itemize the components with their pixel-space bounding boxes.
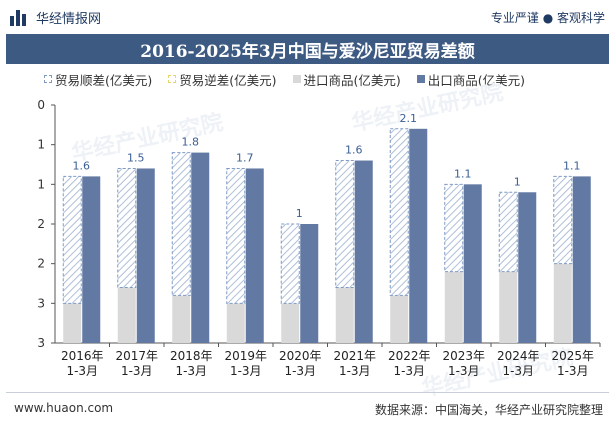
brand: 华经情报网 (10, 8, 101, 27)
export-bar (572, 176, 591, 343)
x-tick-label: 2023年 (442, 349, 485, 363)
surplus-data-label: 1 (296, 207, 303, 220)
x-tick-label: 1-3月 (175, 364, 207, 378)
surplus-data-label: 2.1 (400, 112, 418, 125)
surplus-bar (171, 152, 191, 296)
footer-divider (6, 392, 609, 393)
export-bar (245, 168, 264, 343)
export-bar (463, 184, 482, 343)
x-tick-label: 1-3月 (393, 364, 425, 378)
surplus-bar (553, 175, 573, 265)
import-bar (172, 295, 191, 343)
footer-source: 数据来源：中国海关，华经产业研究院整理 (374, 403, 603, 417)
y-tick-label: 2 (37, 257, 45, 271)
legend-item-import: 进口商品(亿美元) (292, 70, 401, 89)
x-tick-label: 1-3月 (448, 364, 480, 378)
top-bar: 华经情报网 专业严谨 ● 客观科学 (0, 0, 615, 34)
legend-item-export: 出口商品(亿美元) (416, 70, 526, 89)
legend-label-export: 出口商品(亿美元) (427, 72, 526, 88)
import-bar (390, 295, 409, 343)
x-tick-label: 2016年 (61, 349, 104, 363)
legend-item-surplus: 贸易顺差(亿美元) (44, 70, 152, 89)
import-bar (281, 303, 300, 343)
surplus-data-label: 1.5 (127, 151, 145, 164)
legend-swatch-surplus (44, 75, 52, 83)
surplus-data-label: 1 (514, 175, 521, 188)
surplus-bar (335, 160, 355, 288)
x-tick-label: 1-3月 (339, 364, 371, 378)
legend-swatch-import (292, 75, 301, 83)
surplus-bar (280, 223, 300, 304)
brand-name: 华经情报网 (36, 12, 102, 27)
export-bar (300, 224, 319, 343)
x-tick-label: 1-3月 (284, 364, 316, 378)
bar-chart: 01122331.62016年1-3月1.52017年1-3月1.82018年1… (37, 98, 601, 378)
legend-label-import: 进口商品(亿美元) (303, 72, 401, 88)
logo-icon (10, 9, 28, 26)
export-bar (191, 152, 210, 343)
surplus-data-label: 1.1 (454, 167, 472, 180)
export-bar (136, 168, 155, 343)
slogan: 专业严谨 ● 客观科学 (490, 11, 605, 25)
x-tick-label: 2020年 (279, 349, 322, 363)
legend-label-deficit: 贸易逆差(亿美元) (179, 72, 277, 88)
y-tick-label: 3 (37, 336, 45, 350)
y-tick-label: 2 (37, 217, 45, 231)
x-tick-label: 1-3月 (121, 364, 153, 378)
surplus-data-label: 1.6 (73, 159, 91, 172)
surplus-bar (226, 167, 246, 304)
surplus-bar (444, 183, 464, 273)
surplus-bar (62, 175, 82, 304)
x-tick-label: 2018年 (170, 349, 213, 363)
x-tick-label: 2025年 (551, 349, 594, 363)
export-bar (354, 160, 373, 343)
legend-swatch-export (416, 75, 425, 83)
x-tick-label: 2017年 (115, 349, 158, 363)
footer-url: www.huaon.com (14, 401, 114, 415)
import-bar (335, 287, 354, 343)
import-bar (553, 263, 572, 343)
surplus-bar (498, 191, 518, 273)
x-tick-label: 2024年 (497, 349, 540, 363)
legend-swatch-deficit (168, 75, 177, 83)
y-tick-label: 1 (37, 138, 45, 152)
surplus-data-label: 1.1 (563, 159, 581, 172)
x-tick-label: 1-3月 (557, 364, 589, 378)
surplus-bar (117, 167, 137, 288)
surplus-data-label: 1.8 (182, 136, 200, 149)
y-tick-label: 3 (37, 296, 45, 310)
x-tick-label: 2022年 (388, 349, 431, 363)
export-bar (409, 128, 428, 343)
x-tick-label: 1-3月 (230, 364, 262, 378)
surplus-data-label: 1.7 (236, 151, 254, 164)
x-tick-label: 1-3月 (66, 364, 98, 378)
legend: 贸易顺差(亿美元) 贸易逆差(亿美元) 进口商品(亿美元) 出口商品(亿美元) (44, 70, 525, 88)
x-tick-label: 1-3月 (502, 364, 534, 378)
x-tick-label: 2019年 (224, 349, 267, 363)
surplus-bar (389, 128, 409, 296)
legend-label-surplus: 贸易顺差(亿美元) (55, 72, 153, 88)
y-tick-label: 0 (37, 98, 45, 112)
import-bar (117, 287, 136, 343)
chart-title: 2016-2025年3月中国与爱沙尼亚贸易差额 (6, 34, 609, 64)
export-bar (82, 176, 101, 343)
import-bar (499, 271, 518, 343)
y-tick-label: 1 (37, 177, 45, 191)
import-bar (63, 303, 82, 343)
import-bar (444, 271, 463, 343)
x-tick-label: 2021年 (333, 349, 376, 363)
import-bar (226, 303, 245, 343)
legend-item-deficit: 贸易逆差(亿美元) (168, 70, 277, 89)
surplus-data-label: 1.6 (345, 144, 363, 157)
export-bar (518, 192, 537, 343)
